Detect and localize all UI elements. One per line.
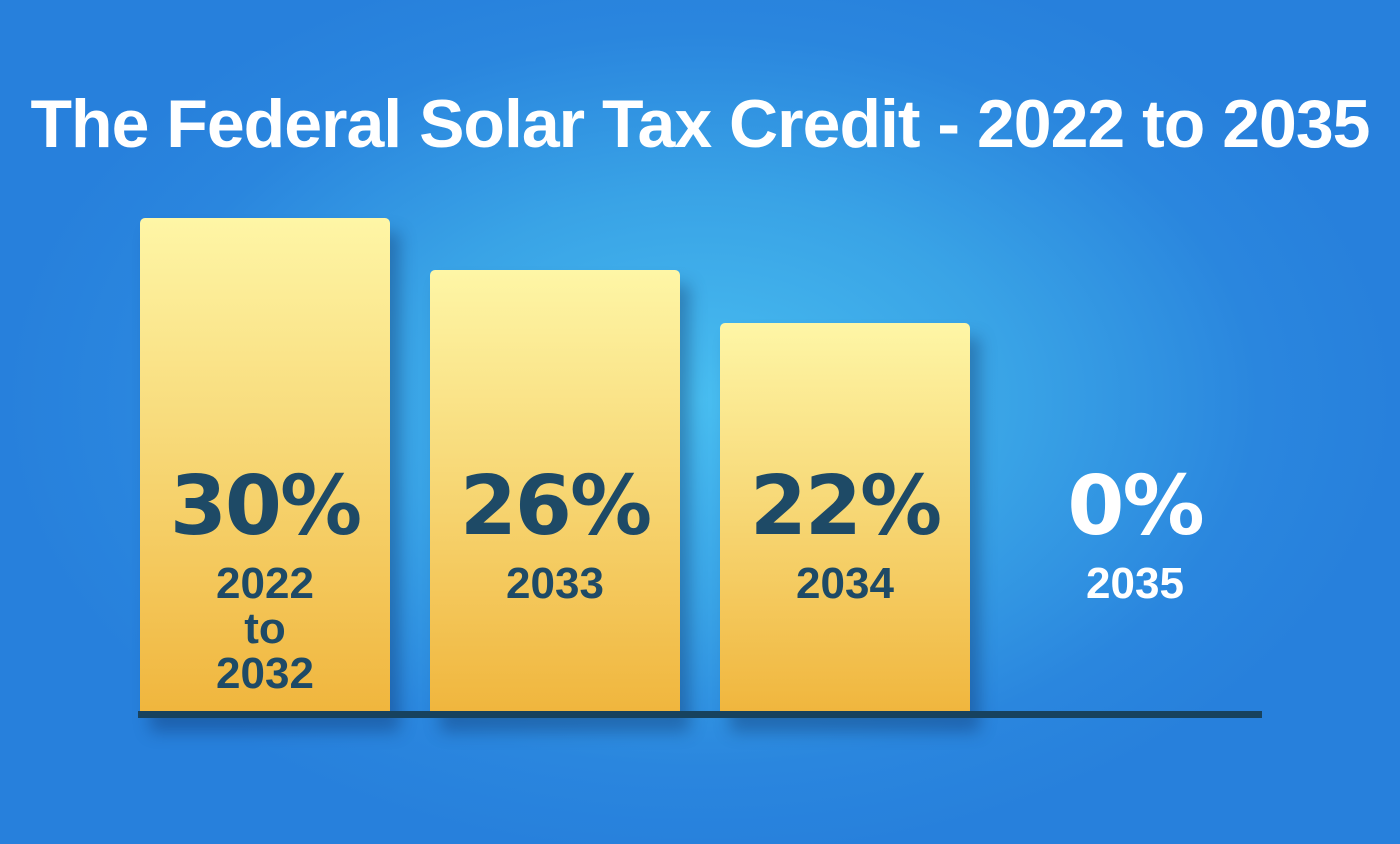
bar-value-label-2: 22% bbox=[749, 459, 942, 554]
bar-value-label-0: 30% bbox=[169, 459, 362, 554]
bar-category-label-2: 2034 bbox=[796, 559, 894, 608]
bar-category-label-3: 2035 bbox=[1086, 559, 1184, 608]
bar-1 bbox=[430, 270, 680, 718]
bar-category-label-0: 2022 to 2032 bbox=[216, 559, 314, 698]
bar-0 bbox=[140, 218, 390, 718]
chart-title: The Federal Solar Tax Credit - 2022 to 2… bbox=[30, 86, 1371, 162]
bar-value-label-1: 26% bbox=[459, 459, 652, 554]
bar-category-label-1: 2033 bbox=[506, 559, 604, 608]
bar-2 bbox=[720, 322, 970, 718]
x-axis-baseline bbox=[138, 711, 1262, 718]
bar-value-label-3: 0% bbox=[1067, 459, 1204, 554]
